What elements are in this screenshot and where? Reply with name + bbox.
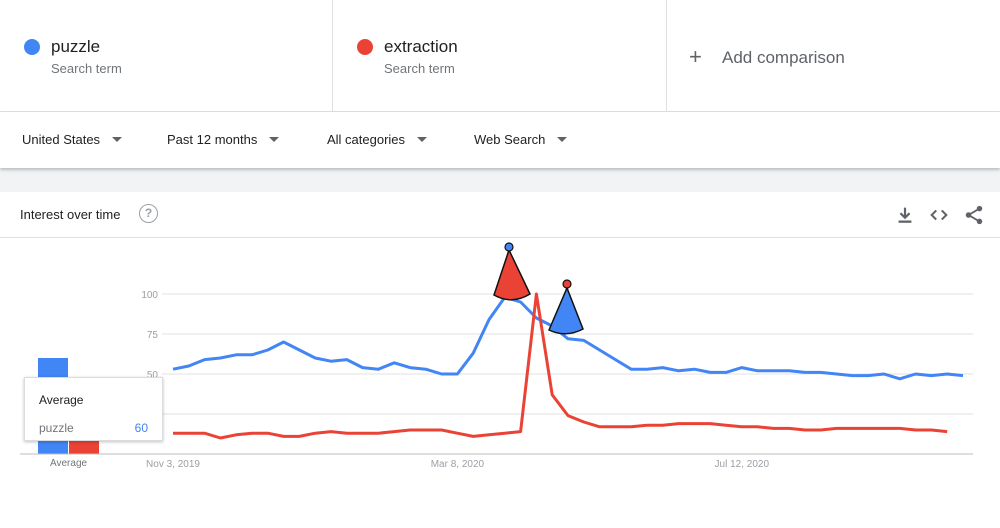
term-name[interactable]: puzzle: [51, 37, 101, 56]
term-color-dot: [24, 39, 40, 55]
time-range-dropdown[interactable]: Past 12 months: [167, 132, 280, 147]
plus-icon: +: [689, 44, 702, 69]
tooltip-title: Average: [39, 393, 84, 407]
x-axis-ticks: Nov 3, 2019 Mar 8, 2020 Jul 12, 2020: [146, 459, 769, 470]
comparison-bar: puzzle Search term extraction Search ter…: [0, 0, 1000, 112]
card-header: Interest over time ?: [0, 192, 1000, 238]
term-name[interactable]: extraction: [384, 37, 458, 56]
party-hat-red-icon: [493, 242, 531, 301]
party-hat-blue-icon: [548, 279, 584, 335]
tooltip-value: 60: [134, 421, 148, 435]
term-card-extraction[interactable]: extraction Search term: [333, 0, 667, 112]
caret-down-icon: [417, 137, 428, 142]
average-tooltip: Average puzzle 60: [24, 377, 163, 441]
search-type-dropdown[interactable]: Web Search: [474, 132, 568, 147]
y-tick-label: 50: [147, 370, 159, 381]
region-dropdown[interactable]: United States: [22, 132, 123, 147]
term-subtitle: Search term: [384, 61, 455, 76]
category-label: All categories: [327, 132, 406, 147]
series-lines: [172, 292, 964, 440]
search-type-label: Web Search: [474, 132, 546, 147]
term-card-puzzle[interactable]: puzzle Search term: [0, 0, 333, 112]
series-line-puzzle[interactable]: [172, 295, 964, 381]
tooltip-term: puzzle: [39, 421, 74, 435]
add-comparison-label: Add comparison: [722, 48, 845, 67]
filter-bar: United States Past 12 months All categor…: [0, 112, 1000, 168]
add-comparison-button[interactable]: + Add comparison: [667, 0, 1000, 112]
card-title: Interest over time: [20, 207, 121, 222]
y-tick-label: 75: [147, 330, 159, 341]
y-tick-label: 100: [141, 290, 158, 301]
interest-over-time-card: Interest over time ?: [0, 192, 1000, 528]
embed-icon[interactable]: [928, 204, 950, 226]
category-dropdown[interactable]: All categories: [327, 132, 428, 147]
section-divider: [0, 168, 1000, 192]
term-subtitle: Search term: [51, 61, 122, 76]
download-icon[interactable]: [894, 204, 916, 226]
x-tick-label: Nov 3, 2019: [146, 459, 200, 470]
average-axis-label: Average: [50, 458, 88, 469]
caret-down-icon: [269, 137, 280, 142]
caret-down-icon: [557, 137, 568, 142]
share-icon[interactable]: [963, 204, 985, 226]
help-icon[interactable]: ?: [139, 204, 158, 223]
x-tick-label: Jul 12, 2020: [715, 459, 770, 470]
time-range-label: Past 12 months: [167, 132, 258, 147]
x-tick-label: Mar 8, 2020: [431, 459, 485, 470]
series-line-extraction[interactable]: [173, 292, 948, 440]
y-axis-ticks: 100 75 50: [141, 290, 158, 381]
region-dropdown-label: United States: [22, 132, 101, 147]
term-color-dot: [357, 39, 373, 55]
caret-down-icon: [112, 137, 123, 142]
